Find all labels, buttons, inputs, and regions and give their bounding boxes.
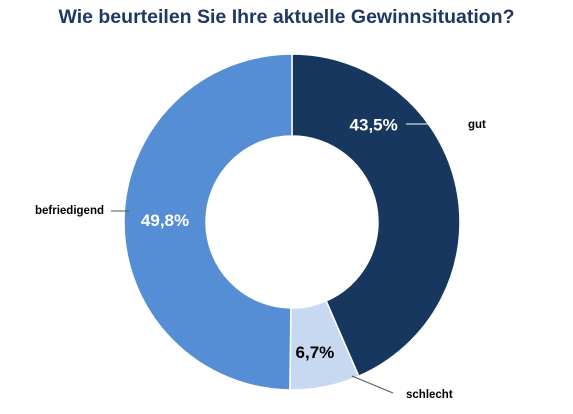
data-label-gut: 43,5% [350,116,398,135]
category-label-gut: gut [468,119,486,131]
leader-line-schlecht [351,375,394,394]
data-label-schlecht: 6,7% [296,343,335,362]
slice-befriedigend [123,53,293,391]
slice-gut [291,53,461,378]
category-label-befriedigend: befriedigend [35,205,104,217]
category-label-schlecht: schlecht [406,389,453,401]
data-label-befriedigend: 49,8% [141,211,189,230]
chart-title: Wie beurteilen Sie Ihre aktuelle Gewinns… [58,6,515,28]
